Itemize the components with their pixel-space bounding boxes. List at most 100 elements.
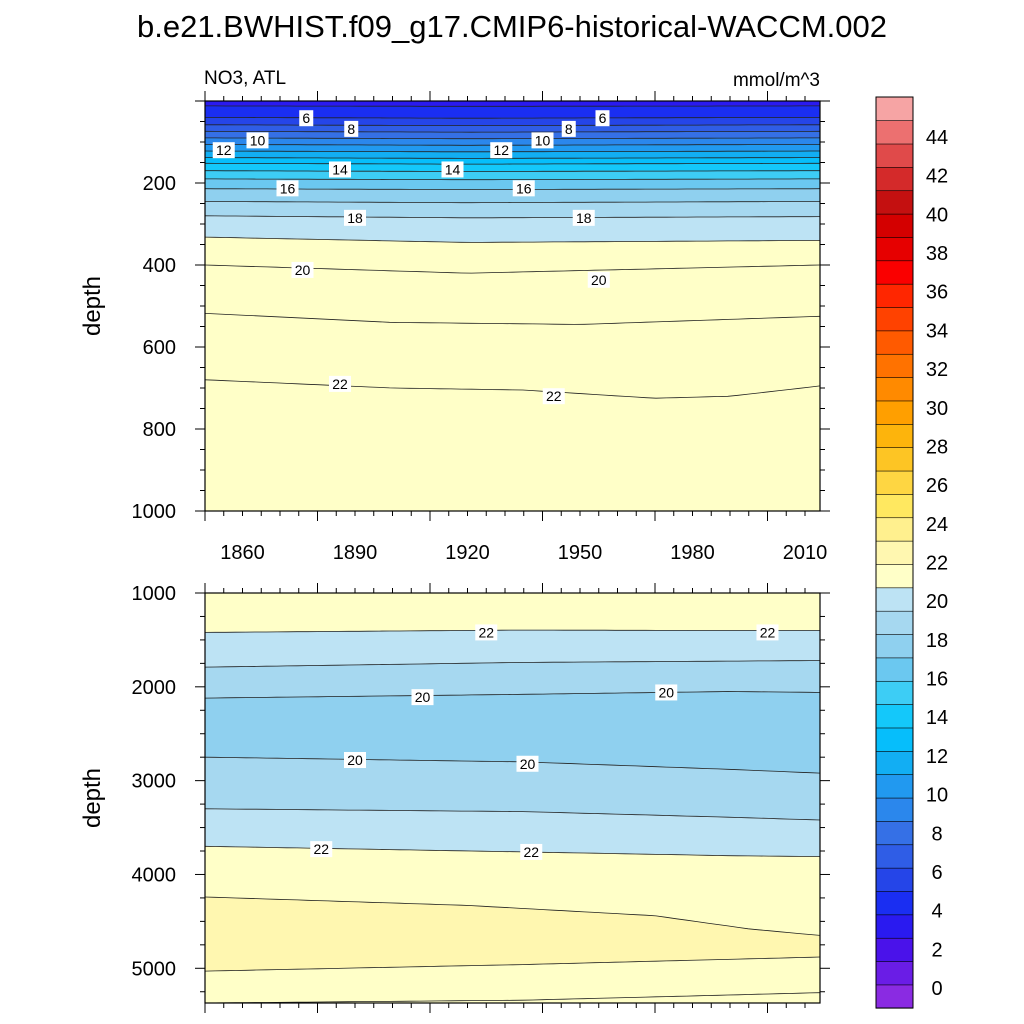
colorbar-label: 4 [931, 901, 942, 923]
contour-line [204, 756, 821, 774]
colorbar-label: 44 [926, 127, 948, 149]
contour-label-box [490, 142, 513, 159]
colorbar-swatch [875, 633, 914, 659]
colorbar-swatch [875, 236, 914, 262]
contour-label-box [512, 180, 535, 197]
colorbar: 0246810121416182022242628303234363840424… [875, 96, 948, 1009]
subtitle-units: mmol/m^3 [733, 70, 820, 91]
contour-label-box [572, 209, 595, 226]
contour-line [205, 137, 820, 140]
contour-label-box [344, 752, 366, 769]
contour-label: 22 [313, 841, 329, 857]
contour-line [204, 236, 821, 243]
contour-label-box [542, 388, 565, 405]
contour-label: 22 [760, 624, 776, 640]
contour-label: 8 [347, 121, 355, 137]
colorbar-label: 8 [931, 823, 942, 845]
contour-label: 16 [280, 180, 296, 196]
contour-label-box [329, 375, 351, 392]
colorbar-label: 10 [926, 785, 948, 807]
colorbar-swatch [875, 353, 914, 378]
contour-label-box [276, 180, 299, 197]
contour-fill-band [204, 215, 821, 243]
contour-label-box [587, 271, 610, 288]
colorbar-swatch [875, 797, 914, 822]
colorbar-label: 16 [926, 669, 948, 691]
colorbar-swatch [875, 867, 914, 892]
contour-fill-band [204, 201, 821, 219]
colorbar-swatch [875, 493, 914, 519]
contour-label: 16 [516, 180, 532, 196]
y-tick-label: 5000 [132, 958, 177, 980]
contour-label: 22 [546, 388, 562, 404]
contour-label-box [595, 110, 610, 127]
contour-label-box [344, 209, 366, 226]
contour-line [204, 215, 821, 219]
contour-label: 18 [347, 210, 363, 226]
contour-label: 20 [347, 752, 363, 768]
contour-line [204, 130, 821, 133]
contour-label: 20 [520, 756, 536, 772]
colorbar-swatch [875, 260, 914, 285]
contour-label: 6 [302, 110, 310, 126]
contour-fill-band [204, 150, 821, 159]
contour-label-box [475, 624, 498, 641]
colorbar-swatch [875, 190, 914, 215]
colorbar-swatch [875, 377, 914, 402]
colorbar-swatch [875, 727, 914, 752]
colorbar-label: 22 [926, 553, 948, 575]
colorbar-swatch [875, 517, 914, 542]
contour-line [204, 845, 821, 857]
colorbar-swatch [875, 587, 914, 612]
contour-label-box [299, 110, 314, 127]
upper-panel: 1860 1890 1920 1950 1980 20102004006008001000… [79, 91, 830, 564]
colorbar-label: 12 [926, 746, 948, 768]
contour-label-box [756, 624, 779, 641]
contour-label-box [291, 261, 314, 278]
contour-line [205, 170, 820, 172]
colorbar-swatch [875, 820, 914, 846]
y-tick-label: 200 [143, 173, 176, 195]
contour-label: 20 [295, 262, 311, 278]
colorbar-label: 20 [926, 591, 948, 613]
contour-label-box [516, 755, 539, 772]
x-tick-label: 1950 [558, 542, 603, 564]
contour-fill-band [204, 117, 821, 126]
y-tick-label: 600 [143, 337, 176, 359]
colorbar-label: 34 [926, 320, 948, 342]
y-tick-label: 800 [143, 419, 176, 441]
contour-label: 22 [332, 376, 348, 392]
contour-label: 20 [591, 272, 607, 288]
y-tick-label: 2000 [132, 677, 177, 699]
y-tick-label: 1000 [132, 583, 177, 605]
contour-label-box [329, 161, 351, 178]
contour-label: 22 [478, 624, 494, 640]
contour-line [204, 379, 821, 399]
contour-line [204, 188, 821, 191]
contour-line [204, 896, 821, 936]
colorbar-label: 30 [926, 398, 948, 420]
contour-label: 10 [535, 132, 551, 148]
colorbar-swatch [875, 447, 914, 472]
contour-line [204, 162, 820, 165]
x-tick-label: 1890 [333, 542, 378, 564]
contour-label: 14 [445, 161, 461, 177]
contour-label-box [441, 161, 464, 178]
colorbar-swatch [875, 937, 914, 962]
contour-fill-band [204, 137, 821, 146]
contour-line [205, 157, 820, 159]
colorbar-label: 26 [926, 475, 948, 497]
colorbar-swatch [875, 96, 914, 121]
contour-label-box [344, 120, 359, 137]
contour-line [204, 992, 821, 1004]
contour-fill-band [204, 105, 821, 119]
colorbar-label: 24 [926, 514, 948, 536]
contour-line [204, 691, 821, 699]
colorbar-swatch [875, 960, 914, 986]
y-tick-label: 4000 [132, 864, 177, 886]
y-tick-label: 1000 [132, 501, 177, 523]
colorbar-swatch [875, 774, 914, 799]
colorbar-swatch [875, 680, 914, 705]
colorbar-swatch [875, 143, 914, 168]
colorbar-swatch [875, 470, 914, 495]
